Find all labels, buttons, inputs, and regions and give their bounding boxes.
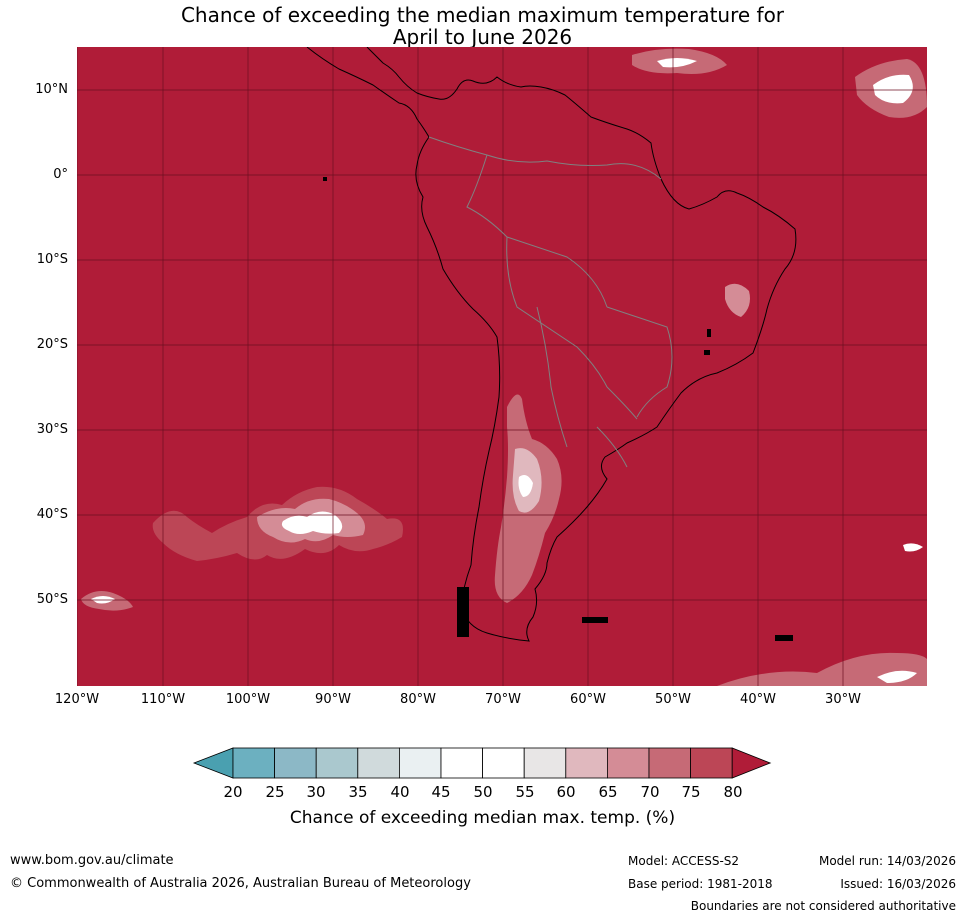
colorbar-tick-45: 45 — [431, 783, 451, 801]
footer-url[interactable]: www.bom.gov.au/climate — [10, 853, 174, 868]
atlantic-patch-north-core — [657, 58, 697, 68]
argentina-patch-core — [518, 475, 533, 497]
lat-label-50s: 50°S — [36, 592, 68, 607]
colorbar-segment-30 — [315, 747, 359, 779]
colorbar-segment-35 — [357, 747, 400, 779]
colorbar-tick-70: 70 — [640, 783, 660, 801]
colorbar-tick-40: 40 — [390, 783, 410, 801]
colorbar — [192, 747, 772, 779]
colorbar-tick-25: 25 — [265, 783, 285, 801]
colorbar-segment-70 — [648, 747, 691, 779]
gridlines — [77, 47, 927, 686]
colorbar-segment-45 — [440, 747, 483, 779]
colorbar-tick-35: 35 — [348, 783, 368, 801]
footer-base-period: Base period: 1981-2018 — [628, 877, 773, 891]
lat-label-0: 0° — [53, 167, 68, 182]
colorbar-segment-20 — [232, 747, 275, 779]
island-marks — [323, 177, 793, 641]
lon-label-50w: 50°W — [655, 692, 691, 707]
colorbar-above-80-triangle — [731, 747, 772, 779]
lat-label-10s: 10°S — [36, 252, 68, 267]
colorbar-below-20-triangle — [192, 747, 234, 779]
south-atlantic-spot — [903, 543, 923, 552]
lon-label-60w: 60°W — [570, 692, 606, 707]
lon-label-40w: 40°W — [740, 692, 776, 707]
country-borders — [428, 136, 673, 468]
lon-label-100w: 100°W — [225, 692, 271, 707]
footer-copyright: © Commonwealth of Australia 2026, Austra… — [10, 876, 471, 891]
colorbar-tick-50: 50 — [473, 783, 493, 801]
lat-label-10n: 10°N — [35, 82, 68, 97]
colorbar-segment-40 — [398, 747, 442, 779]
colorbar-tick-60: 60 — [556, 783, 576, 801]
lon-label-90w: 90°W — [315, 692, 351, 707]
footer-model-run: Model run: 14/03/2026 — [818, 854, 956, 868]
pacific-patch-core — [281, 511, 343, 534]
map-title: Chance of exceeding the median maximum t… — [0, 4, 965, 48]
colorbar-tick-20: 20 — [223, 783, 243, 801]
lon-label-110w: 110°W — [140, 692, 186, 707]
lat-label-30s: 30°S — [36, 422, 68, 437]
south-america-coastline — [306, 47, 797, 642]
colorbar-segment-50 — [482, 747, 525, 779]
footer-disclaimer: Boundaries are not considered authoritat… — [690, 899, 956, 913]
atlantic-patch-east-core — [873, 74, 913, 104]
colorbar-segment-55 — [523, 747, 567, 779]
colorbar-tick-80: 80 — [723, 783, 743, 801]
colorbar-tick-65: 65 — [598, 783, 618, 801]
colorbar-segment-65 — [606, 747, 650, 779]
colorbar-segment-60 — [565, 747, 608, 779]
colorbar-tick-75: 75 — [681, 783, 701, 801]
colorbar-segment-75 — [690, 747, 733, 779]
lon-label-80w: 80°W — [400, 692, 436, 707]
title-line-2: April to June 2026 — [392, 25, 573, 49]
lon-label-120w: 120°W — [54, 692, 100, 707]
lat-label-40s: 40°S — [36, 507, 68, 522]
lon-label-70w: 70°W — [485, 692, 521, 707]
footer-issued: Issued: 16/03/2026 — [840, 877, 956, 891]
colorbar-segment-25 — [274, 747, 317, 779]
southern-band-core — [877, 670, 917, 683]
footer-model: Model: ACCESS-S2 — [628, 854, 740, 868]
probability-patches — [81, 48, 927, 686]
southern-band — [717, 652, 927, 686]
lon-label-30w: 30°W — [825, 692, 861, 707]
colorbar-label: Chance of exceeding median max. temp. (%… — [289, 808, 676, 828]
title-line-1: Chance of exceeding the median maximum t… — [180, 3, 785, 27]
colorbar-tick-55: 55 — [515, 783, 535, 801]
colorbar-tick-30: 30 — [306, 783, 326, 801]
probability-map — [77, 47, 927, 686]
lat-label-20s: 20°S — [36, 337, 68, 352]
brazil-patch — [725, 283, 750, 317]
